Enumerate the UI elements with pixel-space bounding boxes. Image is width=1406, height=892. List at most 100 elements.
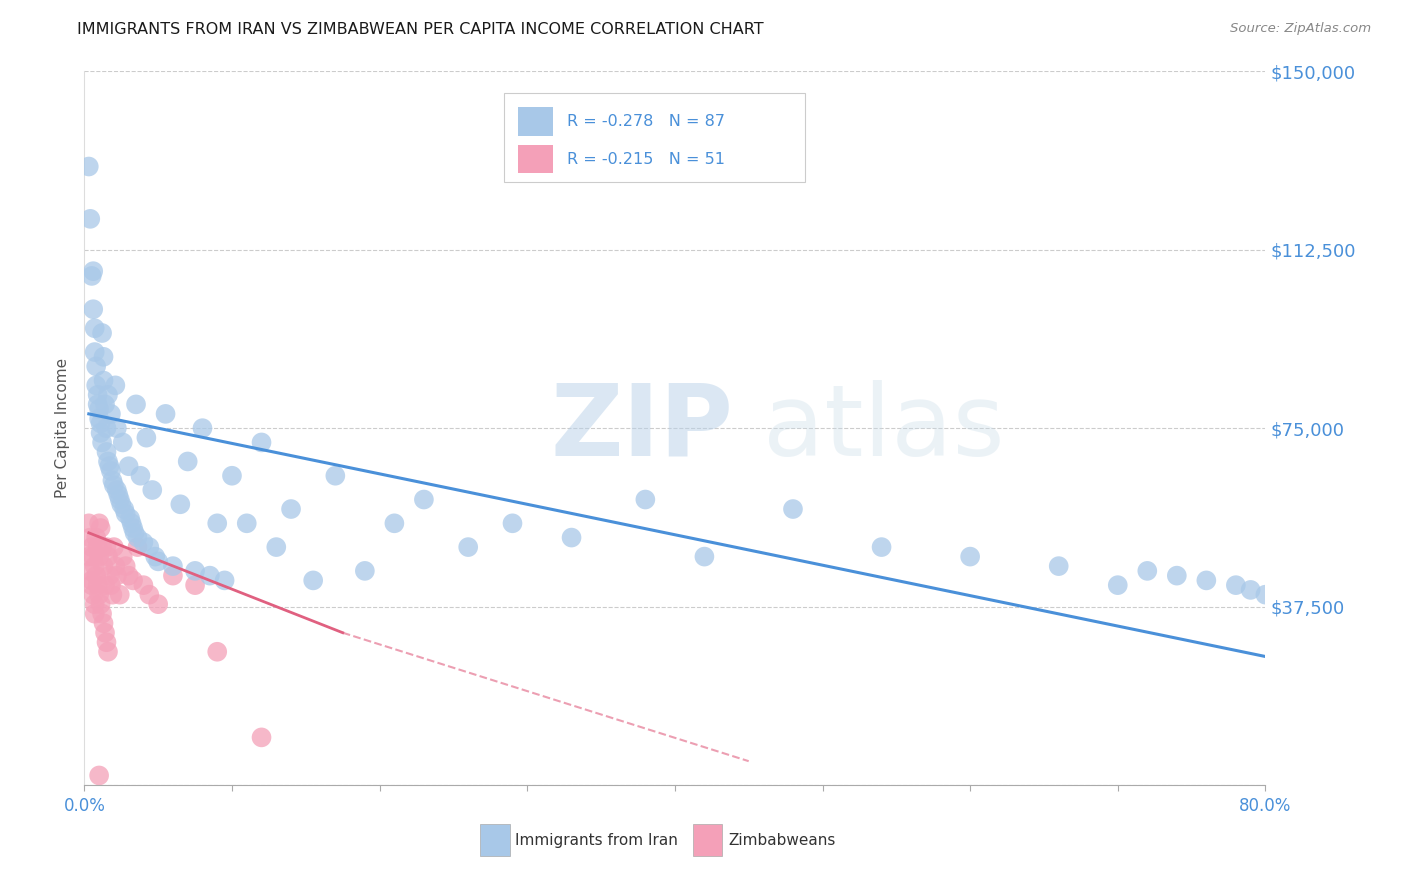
Point xyxy=(413,492,436,507)
Point xyxy=(143,549,166,564)
Point xyxy=(184,578,207,592)
Point xyxy=(96,635,118,649)
Point xyxy=(118,459,141,474)
Point xyxy=(87,549,111,564)
Point xyxy=(266,540,288,554)
Point xyxy=(93,559,115,574)
Point xyxy=(111,435,134,450)
FancyBboxPatch shape xyxy=(479,824,509,856)
Point xyxy=(105,421,128,435)
Y-axis label: Per Capita Income: Per Capita Income xyxy=(55,358,70,499)
Point xyxy=(1225,578,1247,592)
Point xyxy=(103,540,125,554)
Point xyxy=(959,549,981,564)
Point xyxy=(148,597,170,611)
Point xyxy=(325,468,347,483)
Point xyxy=(86,540,108,554)
Point xyxy=(79,564,101,578)
Point xyxy=(84,378,107,392)
Point xyxy=(86,388,108,402)
Point xyxy=(96,540,118,554)
Point xyxy=(221,468,243,483)
Point xyxy=(111,549,134,564)
Point xyxy=(83,321,105,335)
Point xyxy=(250,731,273,745)
Text: IMMIGRANTS FROM IRAN VS ZIMBABWEAN PER CAPITA INCOME CORRELATION CHART: IMMIGRANTS FROM IRAN VS ZIMBABWEAN PER C… xyxy=(77,22,763,37)
Point xyxy=(138,588,160,602)
Point xyxy=(162,568,184,582)
Point xyxy=(120,511,142,525)
Point xyxy=(162,559,184,574)
Point xyxy=(236,516,259,531)
Point xyxy=(207,645,229,659)
Point xyxy=(105,483,128,497)
Point xyxy=(86,397,108,411)
Point xyxy=(79,531,101,545)
Point xyxy=(77,160,100,174)
Point xyxy=(561,531,583,545)
Text: Immigrants from Iran: Immigrants from Iran xyxy=(516,833,678,848)
Point xyxy=(141,483,163,497)
Point xyxy=(98,568,121,582)
Point xyxy=(169,497,191,511)
Point xyxy=(97,549,120,564)
Point xyxy=(97,645,120,659)
Point xyxy=(1195,574,1218,588)
Point xyxy=(302,574,325,588)
Point xyxy=(354,564,377,578)
Point xyxy=(634,492,657,507)
Point xyxy=(82,302,104,317)
Point xyxy=(94,625,117,640)
Point xyxy=(207,516,229,531)
Point xyxy=(90,521,112,535)
Text: atlas: atlas xyxy=(763,380,1005,476)
Point xyxy=(118,568,141,582)
Point xyxy=(125,397,148,411)
Point xyxy=(214,574,236,588)
Point xyxy=(100,578,122,592)
Point xyxy=(108,492,131,507)
Point xyxy=(91,607,114,621)
Point xyxy=(122,521,145,535)
Point xyxy=(1254,588,1277,602)
Point xyxy=(104,378,127,392)
Point xyxy=(97,388,120,402)
Point xyxy=(80,574,103,588)
Point xyxy=(82,549,104,564)
FancyBboxPatch shape xyxy=(503,93,804,182)
Point xyxy=(127,531,149,545)
Text: R = -0.278   N = 87: R = -0.278 N = 87 xyxy=(568,114,725,128)
Point xyxy=(1136,564,1159,578)
Point xyxy=(93,616,115,631)
Point xyxy=(93,350,115,364)
Point xyxy=(129,468,152,483)
Point xyxy=(96,421,118,435)
Point xyxy=(87,588,111,602)
Text: Zimbabweans: Zimbabweans xyxy=(728,833,835,848)
Point xyxy=(98,459,121,474)
Point xyxy=(250,435,273,450)
Point xyxy=(87,516,111,531)
Point xyxy=(91,435,114,450)
Point xyxy=(121,516,143,531)
Point xyxy=(693,549,716,564)
Point xyxy=(90,597,112,611)
Point xyxy=(124,525,146,540)
Point xyxy=(84,531,107,545)
Point xyxy=(96,445,118,459)
Point xyxy=(87,768,111,782)
Point xyxy=(79,211,101,226)
Point xyxy=(82,264,104,278)
Text: Source: ZipAtlas.com: Source: ZipAtlas.com xyxy=(1230,22,1371,36)
Point xyxy=(80,268,103,283)
FancyBboxPatch shape xyxy=(517,145,553,173)
Point xyxy=(122,574,145,588)
Point xyxy=(77,516,100,531)
Point xyxy=(191,421,214,435)
Point xyxy=(107,488,129,502)
Point xyxy=(84,359,107,374)
Point xyxy=(83,559,105,574)
Point xyxy=(184,564,207,578)
Point xyxy=(97,454,120,468)
Point xyxy=(148,554,170,568)
